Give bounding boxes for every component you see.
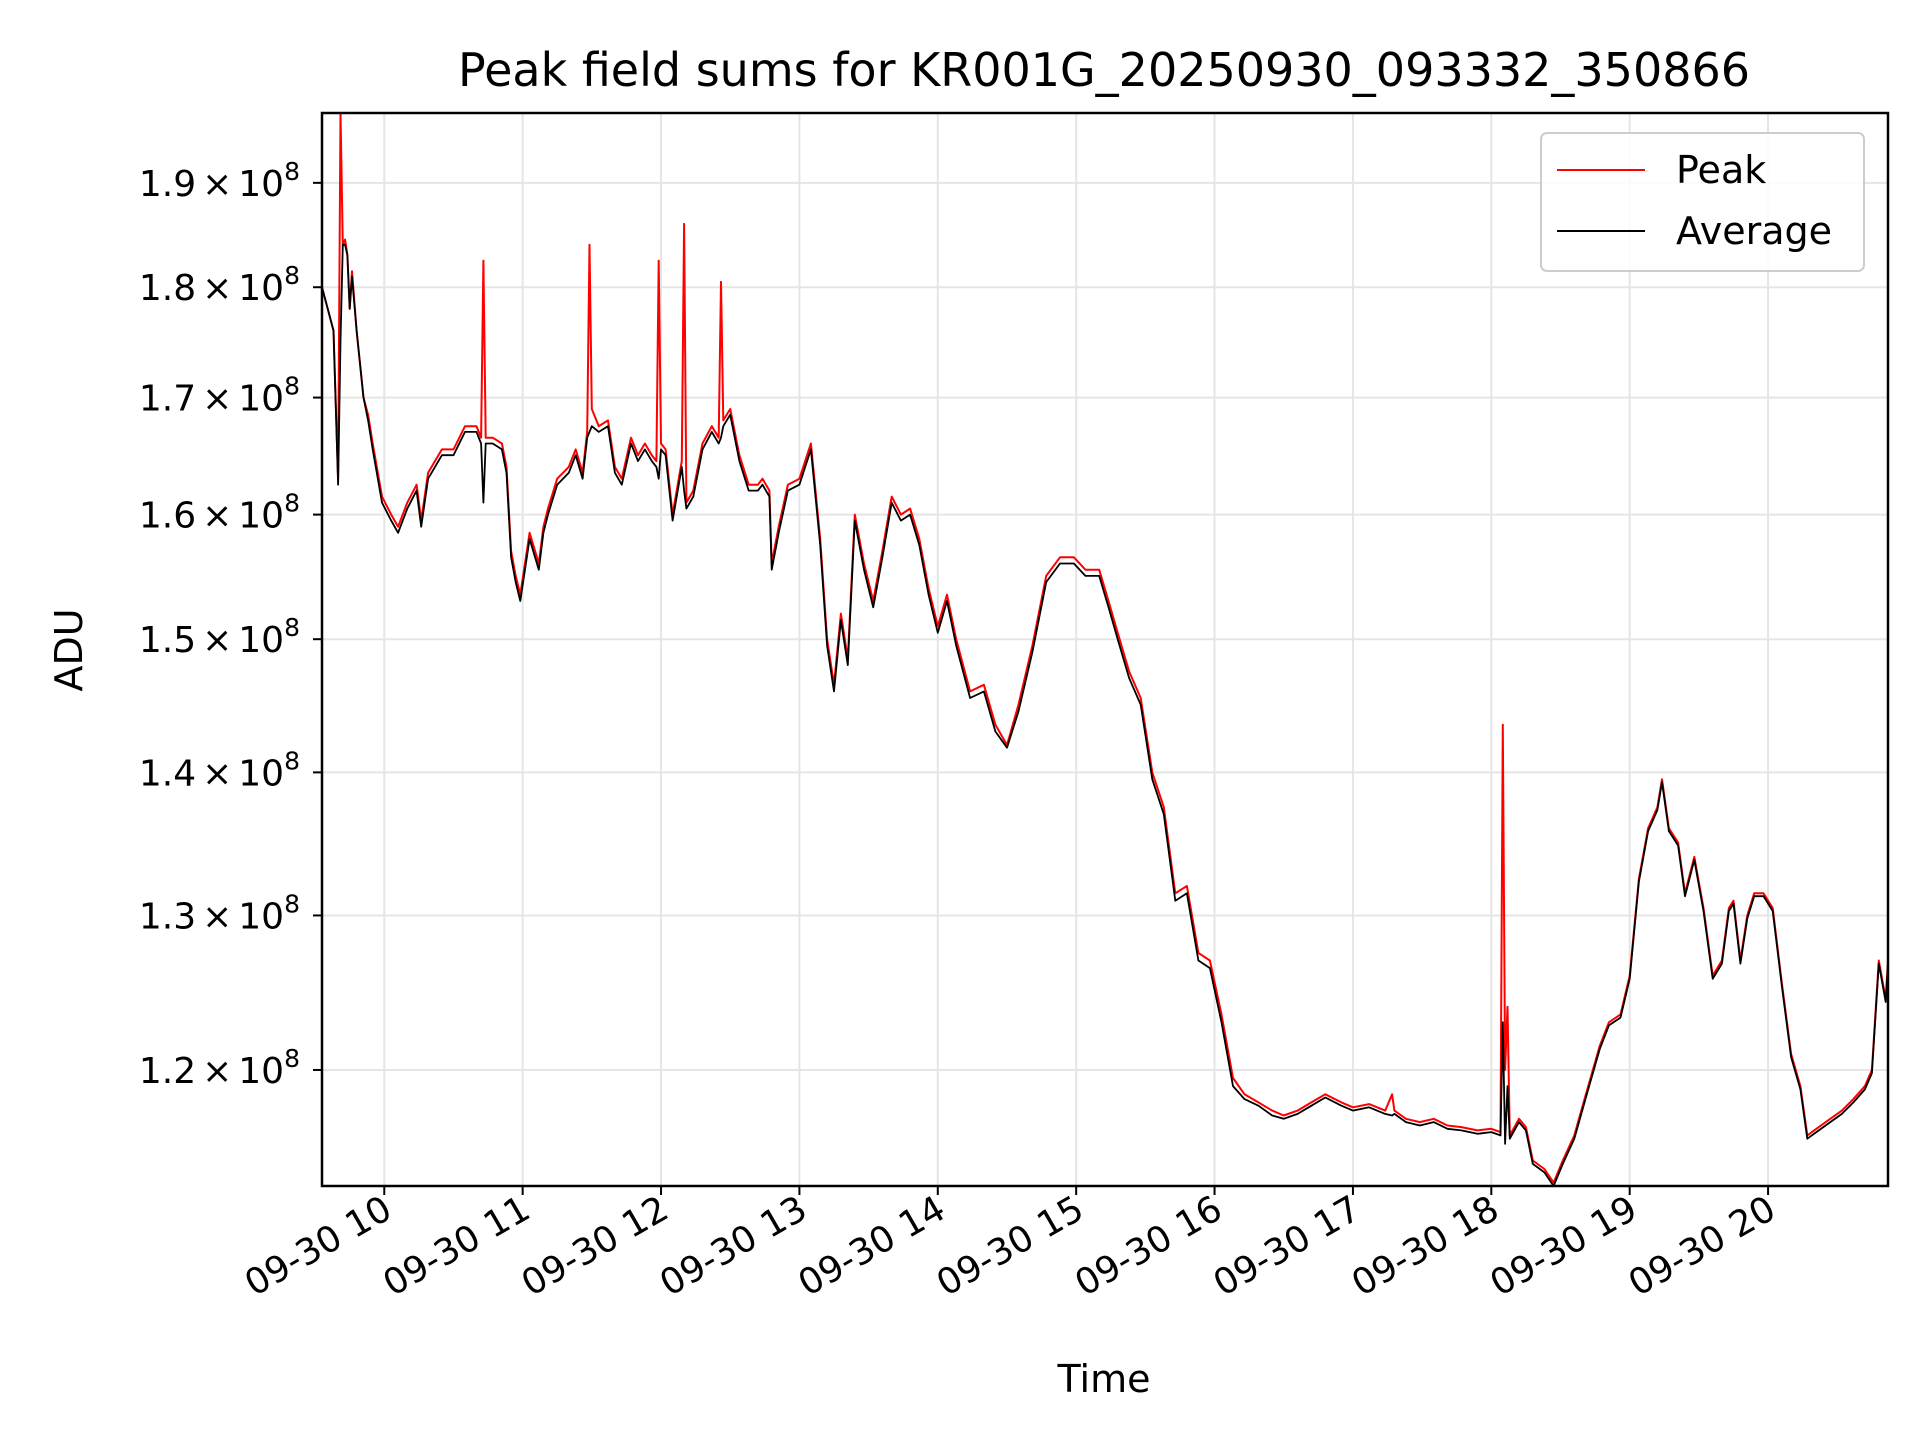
y-tick-mantissa: 1.2: [139, 1051, 196, 1092]
y-tick-times-sign: ×: [202, 379, 232, 420]
y-tick-base: 10: [238, 896, 284, 937]
y-tick-label: 1.2 × 108: [139, 1044, 300, 1092]
y-tick-label: 1.3 × 108: [139, 889, 300, 937]
y-tick-times-sign: ×: [202, 496, 232, 537]
y-axis-label: ADU: [47, 608, 91, 691]
y-tick-label: 1.5 × 108: [139, 613, 300, 661]
series-layer: [321, 112, 1889, 1187]
y-tick-base: 10: [238, 620, 284, 661]
y-tick-label: 1.8 × 108: [139, 261, 300, 309]
legend-peak-label: Peak: [1676, 148, 1766, 192]
legend-box: [1540, 132, 1865, 272]
y-tick-base: 10: [238, 753, 284, 794]
y-tick-exponent: 8: [284, 613, 300, 642]
plot-area: [322, 113, 1888, 1186]
y-tick-times-sign: ×: [202, 164, 232, 205]
chart-title: Peak field sums for KR001G_20250930_0933…: [458, 43, 1750, 97]
y-gridlines: [322, 181, 1888, 1071]
y-tick-mantissa: 1.9: [139, 164, 196, 205]
y-tick-exponent: 8: [284, 157, 300, 186]
y-tick-mantissa: 1.7: [139, 379, 196, 420]
y-tick-base: 10: [238, 496, 284, 537]
y-tick-label: 1.6 × 108: [139, 489, 300, 537]
y-tick-times-sign: ×: [202, 268, 232, 309]
y-tick-base: 10: [238, 164, 284, 205]
y-tick-base: 10: [238, 1051, 284, 1092]
y-tick-label: 1.9 × 108: [139, 157, 300, 205]
y-tick-mantissa: 1.4: [139, 753, 196, 794]
y-tick-times-sign: ×: [202, 753, 232, 794]
y-tick-base: 10: [238, 268, 284, 309]
y-tick-mantissa: 1.6: [139, 496, 196, 537]
y-tick-exponent: 8: [284, 261, 300, 290]
y-tick-times-sign: ×: [202, 896, 232, 937]
y-tick-times-sign: ×: [202, 620, 232, 661]
y-tick-exponent: 8: [284, 489, 300, 518]
y-tick-mantissa: 1.3: [139, 896, 196, 937]
y-tick-exponent: 8: [284, 746, 300, 775]
x-axis-label: Time: [1057, 1357, 1151, 1401]
y-tick-mantissa: 1.8: [139, 268, 196, 309]
legend: Peak Average: [1540, 132, 1865, 272]
plot-frame: [320, 111, 1890, 1188]
y-tick-base: 10: [238, 379, 284, 420]
legend-average-label: Average: [1676, 209, 1832, 253]
series-line-average: [321, 243, 1889, 1187]
y-tick-exponent: 8: [284, 372, 300, 401]
y-tick-times-sign: ×: [202, 1051, 232, 1092]
y-tick-exponent: 8: [284, 889, 300, 918]
y-tick-mantissa: 1.5: [139, 620, 196, 661]
x-gridlines: [383, 113, 1770, 1186]
y-tick-exponent: 8: [284, 1044, 300, 1073]
y-tick-label: 1.4 × 108: [139, 746, 300, 794]
y-tick-label: 1.7 × 108: [139, 372, 300, 420]
